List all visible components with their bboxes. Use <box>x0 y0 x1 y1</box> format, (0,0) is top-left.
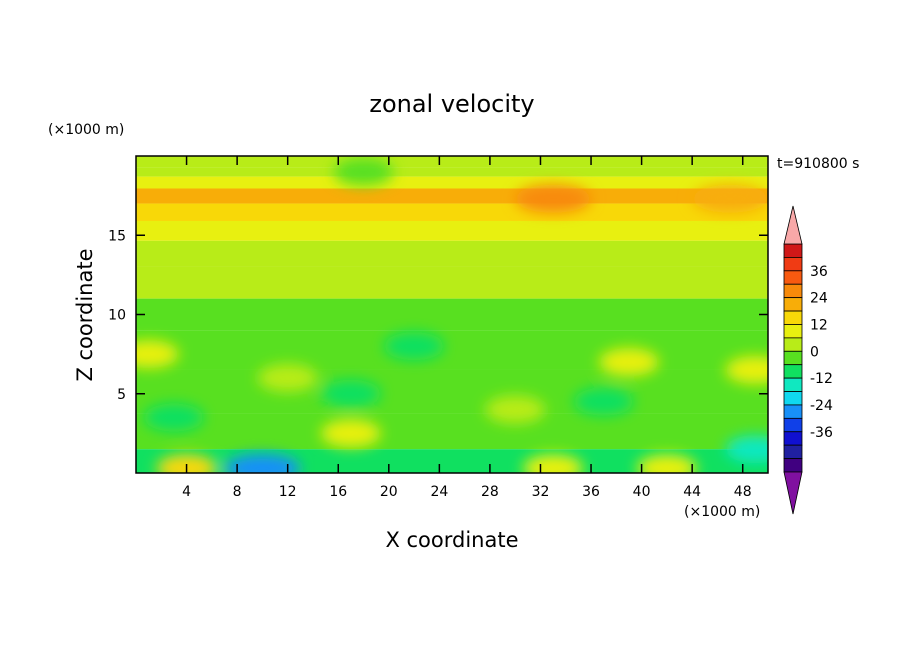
field-feature <box>598 348 659 377</box>
field-feature <box>725 355 768 384</box>
colorbar-swatch <box>783 350 803 366</box>
field-band <box>136 413 768 450</box>
x-tick-label: 44 <box>683 484 701 500</box>
colorbar-label: -24 <box>810 398 833 414</box>
colorbar-label: -12 <box>810 371 833 387</box>
x-unit-label: (×1000 m) <box>684 504 760 520</box>
x-tick-label: 24 <box>430 484 448 500</box>
x-tick-label: 48 <box>734 484 752 500</box>
colorbar: 36 24 12 0 -12 -24 -36 <box>783 205 833 515</box>
field-feature <box>636 454 697 473</box>
colorbar-swatch <box>783 243 803 258</box>
colorbar-swatch <box>783 324 803 339</box>
colorbar-swatch <box>783 431 803 446</box>
x-tick-label: 16 <box>329 484 347 500</box>
y-tick-label: 15 <box>108 228 126 244</box>
colorbar-swatch <box>783 404 803 419</box>
colorbar-label: -36 <box>810 425 833 441</box>
field-feature <box>224 454 301 473</box>
x-tick-label: 12 <box>279 484 297 500</box>
colorbar-label: 24 <box>810 291 828 307</box>
field-band <box>136 369 768 414</box>
colorbar-swatch <box>783 297 803 312</box>
colorbar-swatch <box>783 337 803 352</box>
field-feature <box>320 419 381 448</box>
y-tick-label: 5 <box>117 387 126 403</box>
field-feature <box>136 340 179 369</box>
field-band <box>136 167 768 177</box>
y-tick-label: 10 <box>108 308 126 324</box>
colorbar-over-arrow <box>783 205 803 245</box>
colorbar-under-arrow <box>783 471 803 515</box>
colorbar-swatch <box>783 391 803 406</box>
colorbar-swatch <box>783 458 803 473</box>
field-band <box>136 176 768 189</box>
x-tick-label: 20 <box>380 484 398 500</box>
field-band <box>136 266 768 299</box>
field-feature <box>384 332 445 361</box>
field-band <box>136 240 768 267</box>
x-tick-label: 28 <box>481 484 499 500</box>
field-band <box>136 220 768 241</box>
field-band <box>136 203 768 221</box>
field-feature <box>573 387 634 416</box>
colorbar-swatch <box>783 417 803 433</box>
colorbar-swatch <box>783 270 803 285</box>
field-feature <box>156 454 217 473</box>
x-tick-label: 8 <box>233 484 242 500</box>
colorbar-label: 36 <box>810 264 828 280</box>
field-feature <box>485 395 546 424</box>
colorbar-swatch <box>783 283 803 299</box>
field-feature <box>692 184 768 213</box>
field-feature <box>257 363 318 392</box>
field-band <box>136 330 768 370</box>
colorbar-swatch <box>783 310 803 325</box>
x-axis-label: X coordinate <box>385 528 518 552</box>
chart-title: zonal velocity <box>369 90 534 118</box>
y-axis-label: Z coordinate <box>73 248 97 381</box>
field-feature <box>515 184 592 213</box>
field-feature <box>143 403 204 432</box>
colorbar-swatch <box>783 257 803 272</box>
field-band <box>136 298 768 331</box>
field-feature <box>333 157 394 186</box>
colorbar-swatch <box>783 364 803 379</box>
field-band <box>136 188 768 204</box>
field-band <box>136 156 768 168</box>
plot-field <box>136 156 768 473</box>
time-label: t=910800 s <box>777 156 859 172</box>
x-tick-label: 36 <box>582 484 600 500</box>
x-tick-label: 40 <box>633 484 651 500</box>
x-tick-label: 4 <box>182 484 191 500</box>
colorbar-label: 0 <box>810 344 819 360</box>
field-feature <box>320 379 381 408</box>
colorbar-label: 12 <box>810 317 828 333</box>
colorbar-swatch <box>783 444 803 459</box>
x-tick-label: 32 <box>532 484 550 500</box>
field-feature <box>725 435 768 464</box>
y-unit-label: (×1000 m) <box>48 122 124 138</box>
field-feature <box>523 454 584 473</box>
colorbar-swatch <box>783 377 803 392</box>
